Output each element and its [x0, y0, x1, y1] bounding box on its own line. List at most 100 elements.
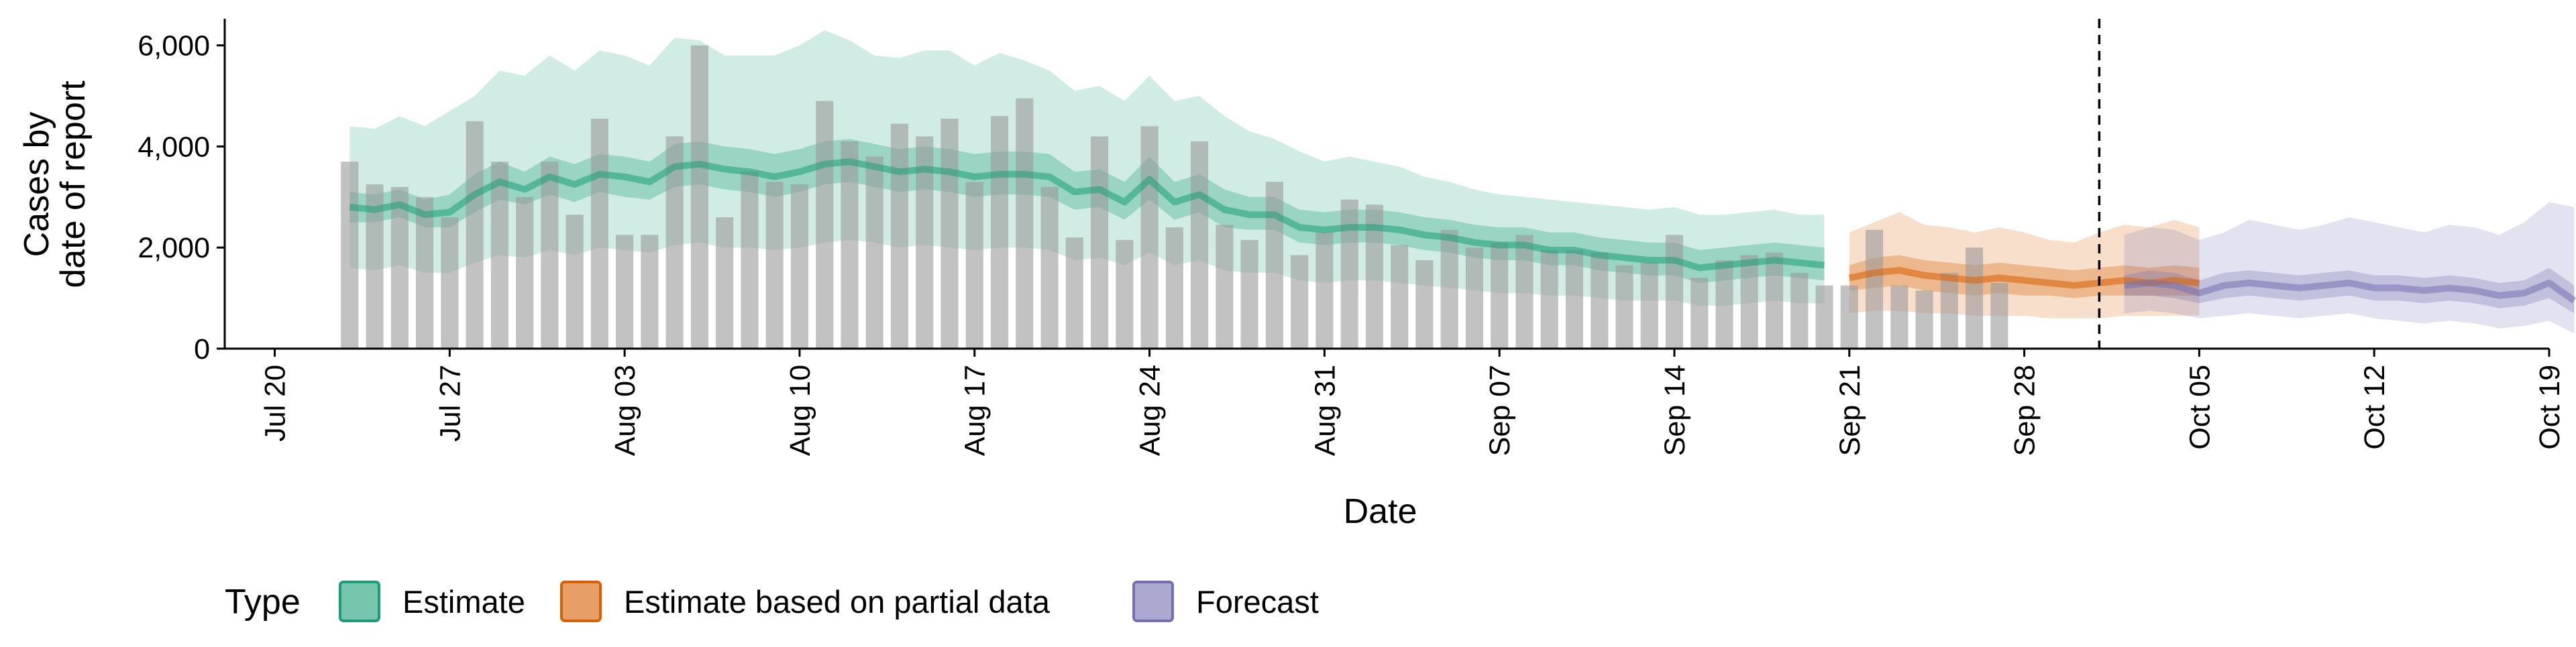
legend: Type Estimate Estimate based on partial da… — [225, 581, 1319, 622]
bar-32 — [1140, 126, 1159, 349]
bar-31 — [1116, 239, 1134, 349]
bar-4 — [441, 217, 459, 349]
bar-65 — [1966, 247, 1984, 349]
y-tick-label-2: 4,000 — [138, 131, 210, 163]
bar-40 — [1340, 199, 1358, 349]
legend-label-2: Forecast — [1196, 584, 1319, 620]
bar-16 — [741, 172, 759, 349]
bar-29 — [1065, 237, 1083, 349]
legend-label-0: Estimate — [402, 584, 525, 620]
x-tick-label-11: Oct 05 — [2184, 365, 2216, 450]
y-tick-label-0: 0 — [194, 333, 210, 365]
bar-37 — [1265, 182, 1283, 349]
bar-34 — [1191, 141, 1209, 349]
bar-28 — [1040, 186, 1059, 349]
bar-21 — [865, 156, 883, 349]
bar-54 — [1690, 278, 1709, 349]
x-tick-label-6: Aug 31 — [1309, 365, 1341, 456]
bar-14 — [690, 45, 708, 349]
bar-47 — [1515, 235, 1534, 349]
bar-43 — [1415, 260, 1434, 349]
bar-26 — [991, 116, 1009, 349]
bar-2 — [390, 186, 409, 349]
bar-20 — [841, 141, 859, 349]
bar-0 — [341, 162, 359, 349]
bar-64 — [1940, 272, 1958, 349]
median-line-2 — [2124, 280, 2576, 304]
bar-50 — [1591, 252, 1609, 349]
bar-58 — [1790, 272, 1809, 349]
bar-46 — [1491, 242, 1509, 349]
bar-25 — [965, 182, 983, 349]
bar-layer — [341, 45, 2008, 349]
y-axis-title-line-1: date of report — [54, 80, 93, 288]
bar-39 — [1316, 232, 1334, 349]
median-line-0 — [349, 158, 1825, 272]
bar-30 — [1091, 136, 1109, 349]
bar-57 — [1766, 252, 1784, 349]
bar-52 — [1640, 262, 1658, 349]
x-axis-title: Date — [1344, 492, 1417, 531]
x-tick-label-2: Aug 03 — [609, 365, 641, 456]
band-inner-1 — [1849, 255, 2200, 298]
bar-61 — [1866, 229, 1884, 349]
y-tick-label-1: 2,000 — [138, 232, 210, 264]
bar-62 — [1890, 285, 1909, 349]
legend-title: Type — [225, 583, 301, 622]
x-tick-label-4: Aug 17 — [959, 365, 991, 456]
axes-layer: 0 2,000 4,000 6,000 Jul 20 Jul 27 Aug 03 Aug 10… — [17, 19, 2566, 531]
x-tick-label-0: Jul 20 — [260, 365, 292, 442]
x-tick-label-8: Sep 14 — [1659, 365, 1691, 456]
bar-51 — [1615, 265, 1633, 349]
legend-label-1: Estimate based on partial data — [624, 584, 1051, 620]
bar-60 — [1840, 285, 1858, 349]
bar-66 — [1990, 283, 2008, 349]
legend-key-0 — [339, 581, 380, 622]
bar-9 — [566, 215, 584, 349]
legend-key-2 — [1132, 581, 1174, 622]
bar-35 — [1216, 225, 1234, 349]
x-tick-label-5: Aug 24 — [1134, 365, 1167, 456]
bar-38 — [1291, 255, 1309, 349]
x-tick-label-9: Sep 21 — [1834, 365, 1866, 456]
bar-7 — [516, 196, 534, 349]
bar-15 — [716, 217, 734, 349]
bar-33 — [1165, 227, 1183, 349]
bar-8 — [541, 162, 559, 349]
x-tick-label-3: Aug 10 — [784, 365, 816, 456]
legend-key-1 — [560, 581, 602, 622]
bar-63 — [1915, 290, 1933, 349]
bar-55 — [1715, 260, 1733, 349]
bar-10 — [590, 119, 608, 349]
bar-24 — [941, 119, 959, 349]
bar-12 — [641, 235, 659, 349]
bar-18 — [790, 184, 808, 349]
y-tick-label-3: 6,000 — [138, 30, 210, 62]
bar-27 — [1016, 98, 1034, 349]
x-tick-label-12: Oct 12 — [2359, 365, 2391, 450]
band-layer — [350, 30, 2575, 334]
bar-56 — [1740, 255, 1758, 349]
bar-53 — [1665, 235, 1683, 349]
band-inner-2 — [2124, 268, 2575, 314]
bar-59 — [1815, 285, 1833, 349]
bar-11 — [616, 235, 634, 349]
bar-19 — [816, 101, 834, 349]
bar-42 — [1391, 245, 1409, 349]
band-outer-2 — [2124, 202, 2575, 334]
x-tick-label-10: Sep 28 — [2009, 365, 2041, 456]
median-layer — [349, 158, 2576, 304]
bar-36 — [1240, 239, 1258, 349]
x-tick-label-7: Sep 07 — [1484, 365, 1516, 456]
bar-49 — [1565, 250, 1583, 349]
bar-44 — [1440, 229, 1458, 349]
bar-17 — [765, 182, 784, 349]
bar-6 — [490, 162, 508, 349]
bar-3 — [416, 196, 434, 349]
x-tick-label-13: Oct 19 — [2534, 365, 2566, 450]
bar-5 — [466, 121, 484, 349]
bar-45 — [1465, 247, 1483, 349]
x-tick-label-1: Jul 27 — [434, 365, 466, 442]
